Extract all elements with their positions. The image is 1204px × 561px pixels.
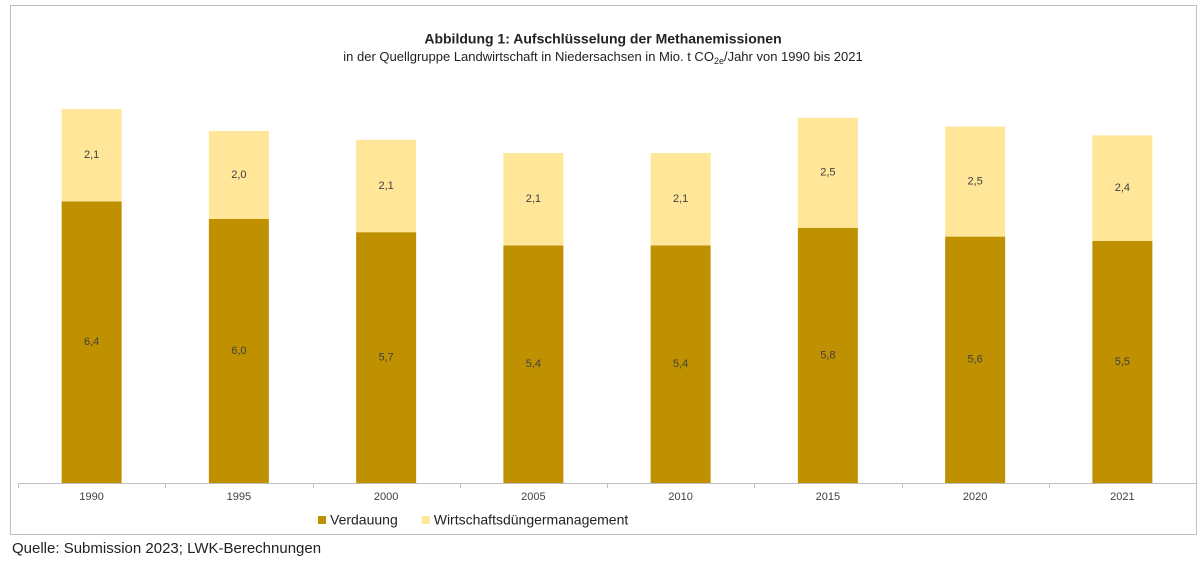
x-tick-label: 2015 bbox=[816, 491, 840, 503]
bar-segment bbox=[61, 201, 122, 483]
legend-label: Wirtschaftsdüngermanagement bbox=[434, 512, 629, 528]
x-tick-label: 2000 bbox=[374, 491, 398, 503]
bar-segment bbox=[650, 245, 711, 483]
bar-segment bbox=[1092, 135, 1153, 241]
data-label: 2,5 bbox=[967, 176, 982, 188]
bar-segment bbox=[945, 236, 1006, 483]
data-label: 5,4 bbox=[673, 358, 688, 370]
legend-swatch bbox=[318, 516, 326, 524]
x-tick-label: 2020 bbox=[963, 491, 987, 503]
bar-segment bbox=[61, 109, 122, 202]
bar-segment bbox=[650, 153, 711, 246]
chart-frame bbox=[10, 5, 1197, 535]
data-label: 2,0 bbox=[231, 169, 246, 181]
legend-swatch bbox=[421, 516, 430, 524]
bar-segment bbox=[797, 117, 858, 228]
data-label: 2,1 bbox=[673, 193, 688, 205]
x-tick-label: 1995 bbox=[227, 491, 251, 503]
x-tick-label: 2010 bbox=[668, 491, 692, 503]
bar-segment bbox=[503, 153, 564, 246]
bar-segment bbox=[945, 126, 1006, 237]
data-label: 6,0 bbox=[231, 345, 246, 357]
data-label: 5,6 bbox=[967, 354, 982, 366]
data-label: 6,4 bbox=[84, 336, 99, 348]
subtitle-part: /Jahr von 1990 bis 2021 bbox=[724, 49, 863, 64]
x-tick-label: 2005 bbox=[521, 491, 545, 503]
subtitle-part: in der Quellgruppe Landwirtschaft in Nie… bbox=[343, 49, 714, 64]
data-label: 5,5 bbox=[1115, 356, 1130, 368]
source-note: Quelle: Submission 2023; LWK-Berechnunge… bbox=[12, 540, 321, 557]
data-label: 5,4 bbox=[526, 358, 541, 370]
legend-label: Verdauung bbox=[330, 512, 398, 528]
bar-segment bbox=[503, 245, 564, 483]
bar-segment bbox=[208, 131, 269, 219]
x-tick-label: 2021 bbox=[1110, 491, 1134, 503]
data-label: 5,7 bbox=[378, 352, 393, 364]
bar-segment bbox=[1092, 241, 1153, 483]
data-label: 2,5 bbox=[820, 167, 835, 179]
data-label: 2,1 bbox=[378, 180, 393, 192]
data-label: 2,1 bbox=[526, 193, 541, 205]
bar-segment bbox=[797, 227, 858, 483]
data-label: 5,8 bbox=[820, 349, 835, 361]
chart-subtitle: in der Quellgruppe Landwirtschaft in Nie… bbox=[343, 49, 862, 66]
chart-title: Abbildung 1: Aufschlüsselung der Methane… bbox=[424, 31, 781, 47]
subtitle-sub: 2e bbox=[714, 56, 724, 66]
bar-segment bbox=[356, 232, 417, 483]
bar-segment bbox=[356, 139, 417, 233]
data-label: 2,4 bbox=[1115, 182, 1130, 194]
bar-segment bbox=[208, 219, 269, 483]
data-label: 2,1 bbox=[84, 149, 99, 161]
x-tick-label: 1990 bbox=[79, 491, 103, 503]
